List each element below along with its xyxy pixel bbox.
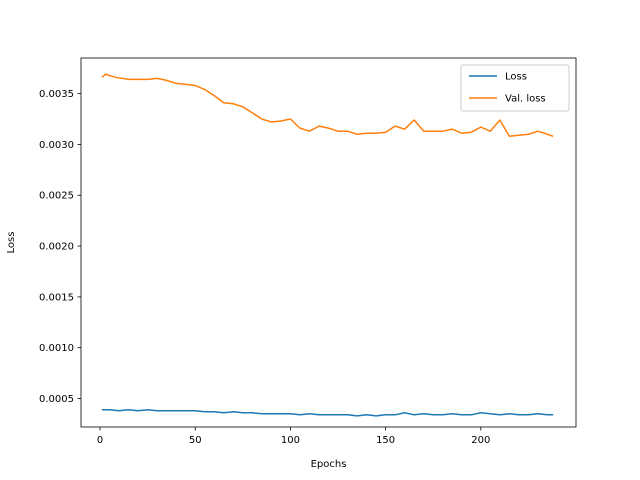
- legend-label: Val. loss: [505, 94, 546, 105]
- x-tick-label: 0: [97, 435, 103, 446]
- x-axis: 0 50 100 150 200: [97, 427, 490, 446]
- y-tick-label: 0.0010: [39, 343, 74, 354]
- legend: Loss Val. loss: [460, 64, 570, 112]
- x-tick-label: 200: [471, 435, 490, 446]
- y-tick-label: 0.0025: [39, 191, 74, 202]
- y-axis-label: Loss: [6, 232, 17, 254]
- series-layer: [101, 73, 554, 417]
- y-axis: 0.0005 0.0010 0.0015 0.0020 0.0025 0.0030 0.00…: [39, 89, 81, 405]
- y-tick-label: 0.0020: [39, 242, 74, 253]
- x-tick-label: 150: [376, 435, 395, 446]
- y-tick-label: 0.0035: [39, 89, 74, 100]
- y-tick-label: 0.0005: [39, 394, 74, 405]
- plot-area-frame: [80, 57, 577, 428]
- y-tick-label: 0.0030: [39, 140, 74, 151]
- y-tick-label: 0.0015: [39, 292, 74, 303]
- legend-label: Loss: [505, 72, 527, 83]
- series-line-loss: [101, 408, 554, 417]
- x-tick-label: 50: [189, 435, 202, 446]
- series-line-val-loss: [101, 73, 554, 138]
- x-axis-label: Epochs: [311, 459, 347, 470]
- x-tick-label: 100: [281, 435, 300, 446]
